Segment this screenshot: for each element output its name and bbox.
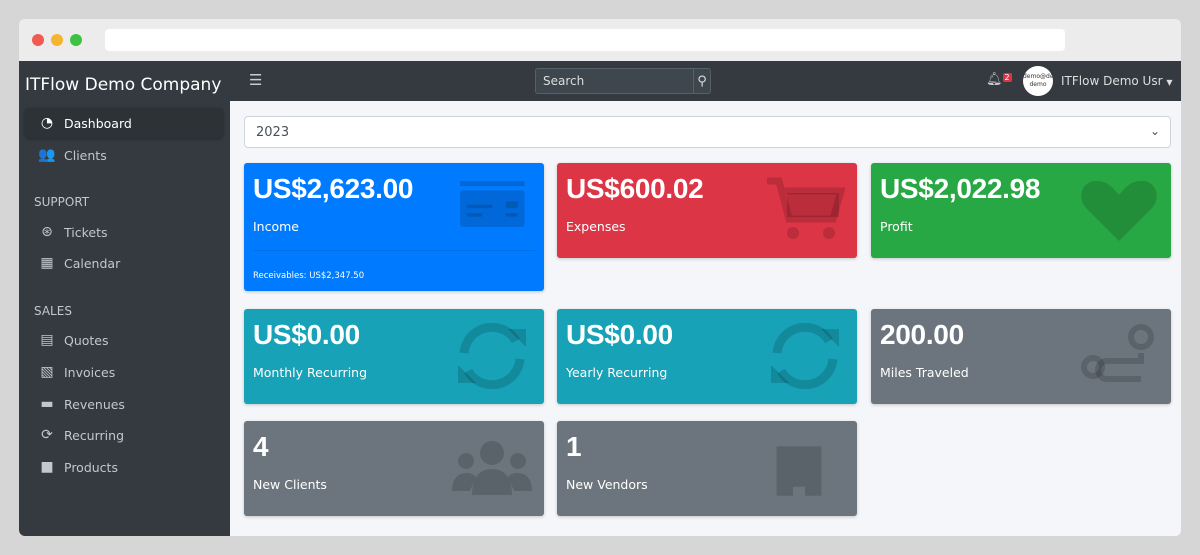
user-menu-dropdown[interactable]: ITFlow Demo Usr ▼ [1061,74,1173,88]
shopping-cart-icon [767,177,845,239]
sidebar-item-products[interactable]: ■ Products [25,452,223,482]
profit-card[interactable]: US$2,022.98 Profit [871,163,1171,258]
search-input[interactable] [536,69,693,93]
brand-link[interactable]: ITFlow Demo Company [25,75,222,95]
sidebar-item-label: Clients [64,147,107,163]
file-icon: ▤ [40,332,54,348]
users-icon [452,441,532,495]
sidebar-item-label: Quotes [64,332,109,348]
tachometer-icon: ◔ [40,115,54,131]
sidebar-item-dashboard[interactable]: ◔ Dashboard [25,108,223,138]
miles-traveled-card[interactable]: 200.00 Miles Traveled [871,309,1171,404]
card-label: Miles Traveled [880,365,969,380]
card-label: Income [253,219,299,234]
sidebar-item-invoices[interactable]: ▧ Invoices [25,357,223,387]
file-invoice-icon: ▧ [40,364,54,380]
maximize-window-button[interactable] [70,34,82,46]
receivables-text: Receivables: US$2,347.50 [253,271,365,281]
sidebar-item-label: Recurring [64,427,124,443]
sidebar: ITFlow Demo Company ◔ Dashboard 👥 Clients … [19,61,230,536]
sidebar-item-clients[interactable]: 👥 Clients [25,140,223,170]
users-icon: 👥 [38,147,56,163]
sidebar-item-calendar[interactable]: ▦ Calendar [25,248,223,278]
sidebar-item-label: Invoices [64,364,116,380]
year-select-value: 2023 [256,125,290,140]
address-bar[interactable] [105,29,1065,51]
expenses-card[interactable]: US$600.02 Expenses [557,163,857,258]
avatar[interactable]: demo@demo demo [1023,66,1053,96]
notifications-button[interactable]: 🔔︎ 2 [986,72,1012,87]
close-window-button[interactable] [32,34,44,46]
year-select[interactable]: 2023 ⌄ [244,116,1171,148]
bell-icon: 🔔︎ [986,72,1003,87]
hamburger-menu-icon[interactable]: ☰ [249,71,263,89]
sidebar-item-tickets[interactable]: ⊛ Tickets [25,217,223,247]
sidebar-item-quotes[interactable]: ▤ Quotes [25,325,223,355]
heart-icon [1081,180,1157,241]
notification-count-badge: 2 [1002,73,1012,82]
credit-card-icon [460,181,525,227]
new-vendors-card[interactable]: 1 New Vendors [557,421,857,516]
sidebar-item-label: Tickets [64,224,108,240]
sidebar-item-label: Revenues [64,396,125,412]
card-label: Yearly Recurring [566,365,668,380]
main-content: 2023 ⌄ US$2,623.00 Income Receivables: US… [230,101,1181,536]
card-label: Expenses [566,219,626,234]
card-value: 1 [566,431,582,462]
card-value: 4 [253,431,269,462]
user-name: ITFlow Demo Usr [1061,74,1163,88]
yearly-recurring-card[interactable]: US$0.00 Yearly Recurring [557,309,857,404]
divider [253,250,535,251]
sidebar-item-revenues[interactable]: ▬ Revenues [25,389,223,419]
income-card[interactable]: US$2,623.00 Income Receivables: US$2,347… [244,163,544,291]
sync-icon: ⟳ [41,427,53,443]
sidebar-item-label: Products [64,459,118,475]
minimize-window-button[interactable] [51,34,63,46]
top-navbar: ☰ ⚲ 🔔︎2 demo@demo demo ITFlow Demo Usr ▼ [230,61,1181,101]
browser-titlebar [19,19,1181,61]
building-icon [776,446,822,496]
card-value: US$0.00 [566,319,673,350]
calendar-icon: ▦ [40,255,54,271]
search-button[interactable]: ⚲ [693,69,710,93]
card-label: Monthly Recurring [253,365,368,380]
card-label: New Vendors [566,477,648,492]
card-value: US$2,623.00 [253,173,414,204]
sidebar-item-recurring[interactable]: ⟳ Recurring [25,420,223,450]
monthly-recurring-card[interactable]: US$0.00 Monthly Recurring [244,309,544,404]
caret-down-icon: ▼ [1166,78,1173,87]
new-clients-card[interactable]: 4 New Clients [244,421,544,516]
search-icon: ⚲ [697,73,707,89]
card-value: US$0.00 [253,319,360,350]
section-heading-support: SUPPORT [34,195,90,209]
card-value: US$2,022.98 [880,173,1041,204]
card-label: New Clients [253,477,327,492]
route-icon [1081,324,1154,382]
sidebar-item-label: Dashboard [64,115,132,131]
search-form: ⚲ [535,68,711,94]
chevron-down-icon: ⌄ [1149,124,1160,138]
credit-card-icon: ▬ [40,396,54,412]
sync-icon [771,323,839,389]
sidebar-item-label: Calendar [64,255,121,271]
section-heading-sales: SALES [34,304,72,318]
box-icon: ■ [40,459,54,475]
life-ring-icon: ⊛ [41,224,53,240]
card-value: 200.00 [880,319,964,350]
card-label: Profit [880,219,913,234]
card-value: US$600.02 [566,173,704,204]
sync-icon [458,323,526,389]
browser-window: ITFlow Demo Company ◔ Dashboard 👥 Clients … [19,19,1181,536]
